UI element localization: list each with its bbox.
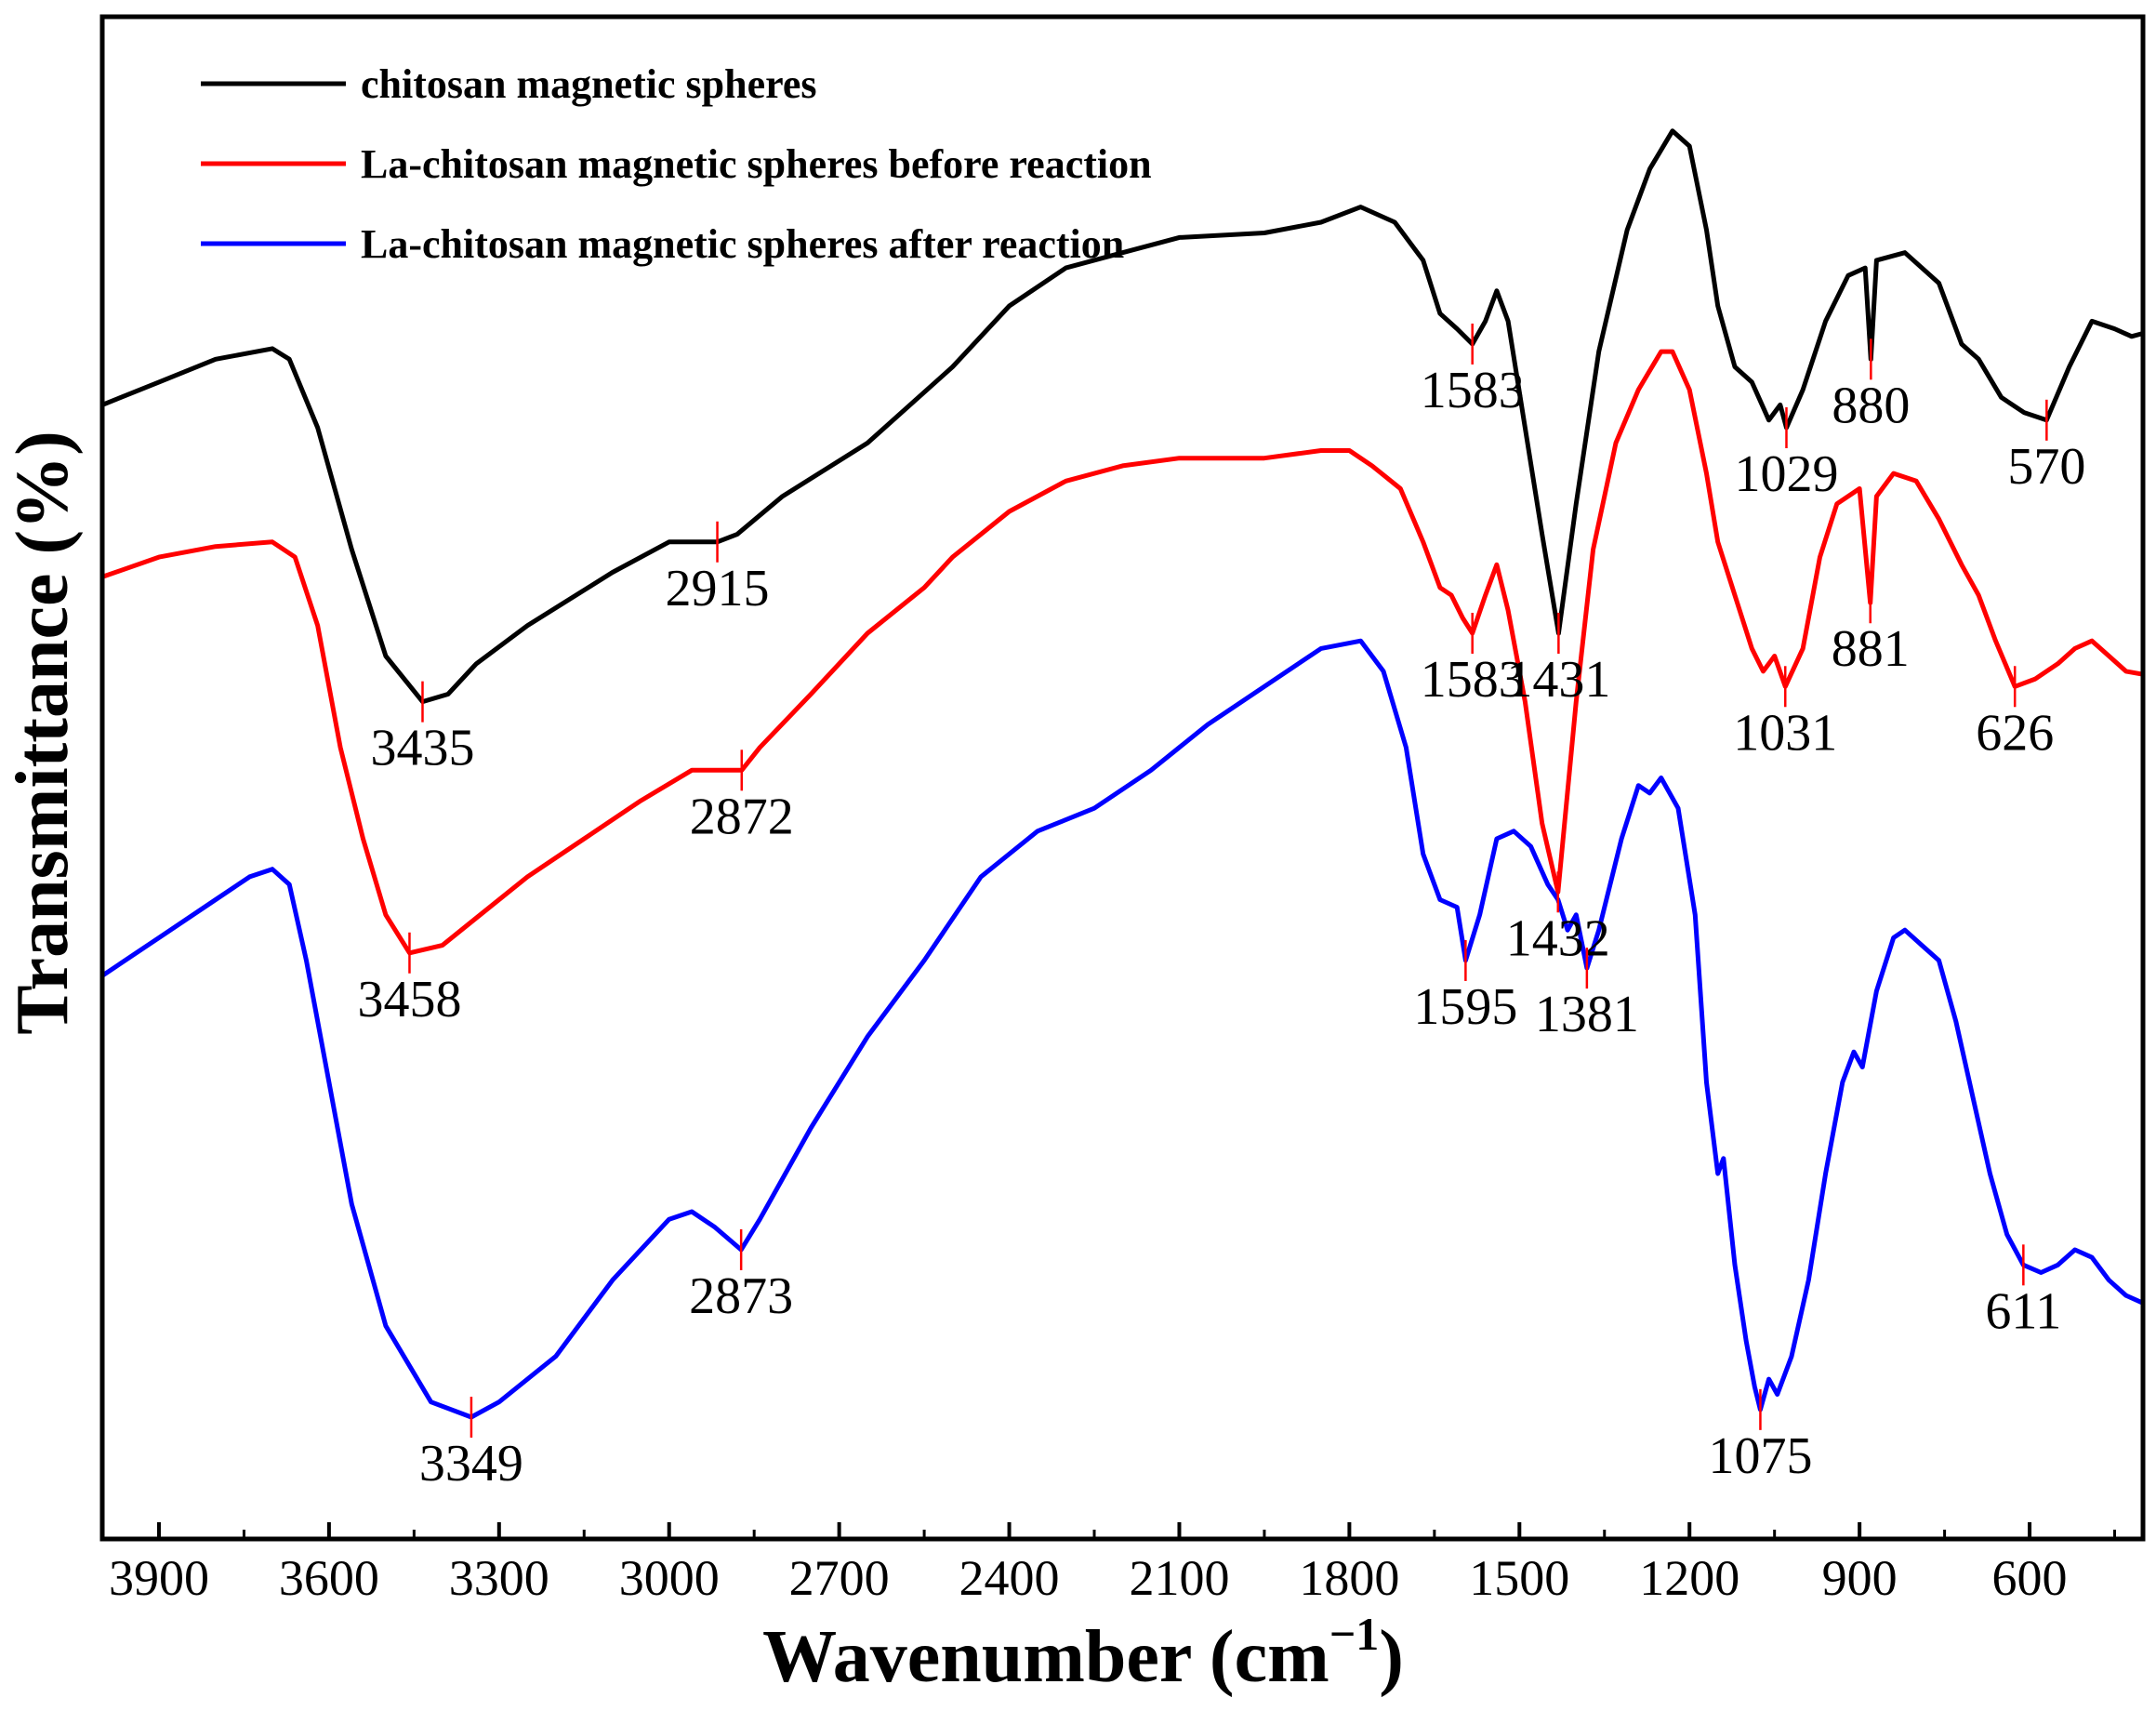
x-tick-label: 2700 xyxy=(789,1550,890,1606)
x-tick-label: 900 xyxy=(1822,1550,1898,1606)
x-tick-label: 2100 xyxy=(1129,1550,1229,1606)
peak-label: 1432 xyxy=(1506,909,1610,967)
peak-label: 626 xyxy=(1976,704,2054,762)
peak-label: 1075 xyxy=(1708,1427,1812,1485)
legend-label-2: La-chitosan magnetic spheres before reac… xyxy=(361,141,1152,187)
x-tick-label: 1800 xyxy=(1299,1550,1399,1606)
peak-label: 3458 xyxy=(357,971,461,1028)
legend-label-1: chitosan magnetic spheres xyxy=(361,61,817,107)
x-axis-title-close: ) xyxy=(1379,1616,1404,1698)
peak-label: 1031 xyxy=(1733,704,1837,762)
x-tick-label: 3900 xyxy=(109,1550,209,1606)
peak-label: 2873 xyxy=(689,1267,793,1325)
peak-label: 881 xyxy=(1832,620,1910,678)
x-axis-title-superscript: −1 xyxy=(1329,1608,1380,1660)
series-line-1 xyxy=(101,128,2144,705)
peak-label: 570 xyxy=(2007,438,2085,496)
peak-label: 3435 xyxy=(370,720,474,777)
x-tick-label: 3300 xyxy=(449,1550,549,1606)
legend: chitosan magnetic spheres La-chitosan mag… xyxy=(201,61,1152,267)
x-tick-label: 3000 xyxy=(619,1550,720,1606)
peak-label: 880 xyxy=(1832,377,1910,434)
peak-label: 3349 xyxy=(419,1435,523,1492)
peak-label: 2915 xyxy=(666,560,770,617)
plot-frame xyxy=(99,14,2146,1542)
peak-label: 1595 xyxy=(1413,978,1517,1036)
peak-label: 2872 xyxy=(690,788,794,845)
peak-label: 1583 xyxy=(1421,651,1525,709)
series-line-2 xyxy=(101,349,2144,956)
x-axis-ticks: 3900 3600 3300 3000 2700 2400 2100 1800 1500 1200… xyxy=(109,1522,2117,1606)
x-tick-label: 600 xyxy=(1992,1550,2068,1606)
x-axis-title-main: Wavenumber (cm xyxy=(762,1616,1329,1698)
peak-label: 1381 xyxy=(1535,986,1639,1043)
x-tick-label: 2400 xyxy=(959,1550,1060,1606)
x-axis-title: Wavenumber (cm−1) xyxy=(762,1608,1404,1698)
x-tick-label: 1200 xyxy=(1639,1550,1739,1606)
peak-labels: 3435291515831431102988057034582872158314… xyxy=(357,323,2085,1492)
peak-label: 1431 xyxy=(1506,651,1610,709)
peak-label: 1583 xyxy=(1421,362,1525,419)
x-tick-label: 3600 xyxy=(279,1550,379,1606)
legend-label-3: La-chitosan magnetic spheres after react… xyxy=(361,221,1124,267)
y-axis-title: Transmittance (%) xyxy=(2,431,84,1035)
peak-label: 611 xyxy=(1985,1282,2061,1340)
peak-label: 1029 xyxy=(1734,445,1838,503)
x-tick-label: 1500 xyxy=(1469,1550,1569,1606)
